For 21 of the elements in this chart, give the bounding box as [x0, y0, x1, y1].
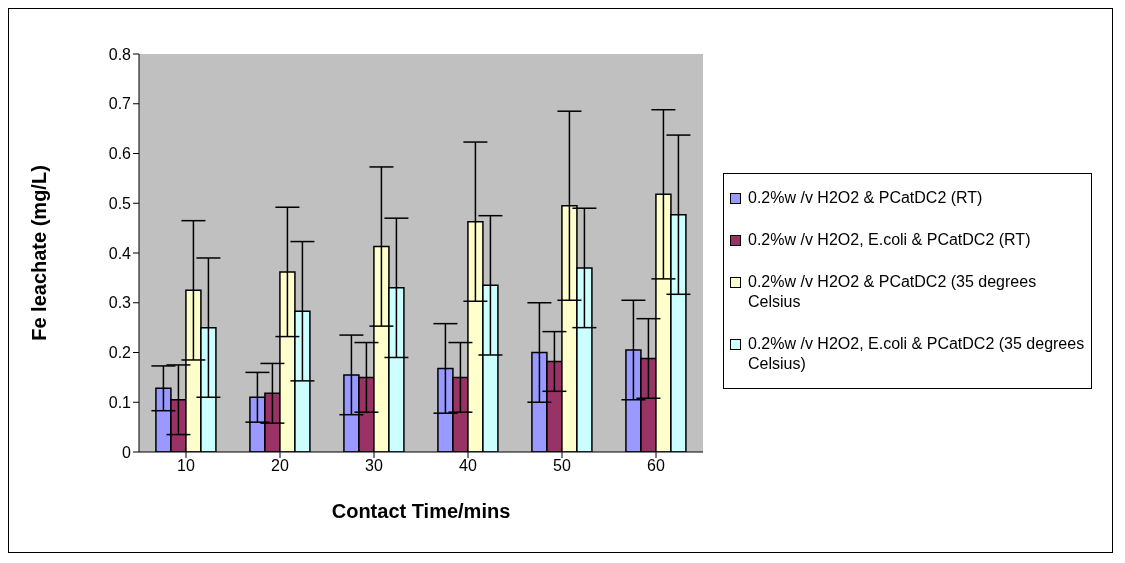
y-tick-label: 0.5: [108, 194, 132, 212]
y-tick-label: 0.7: [108, 95, 132, 113]
x-tick-label: 50: [553, 457, 571, 475]
x-tick-label: 20: [271, 457, 289, 475]
y-tick-label: 0.6: [108, 145, 132, 163]
y-axis-title: Fe leachate (mg/L): [28, 165, 51, 341]
x-axis-title: Contact Time/mins: [331, 500, 511, 523]
x-tick-label: 60: [647, 457, 665, 475]
y-tick-label: 0.1: [108, 393, 132, 411]
y-tick-label: 0.4: [108, 244, 132, 262]
x-tick-label: 10: [177, 457, 195, 475]
x-tick-label: 40: [459, 457, 477, 475]
legend-label: 0.2%w /v H2O2, E.coli & PCatDC2 (RT): [748, 229, 1031, 250]
legend-label: 0.2%w /v H2O2, E.coli & PCatDC2 (35 degrees Celsius): [748, 333, 1085, 374]
y-tick-label: 0.3: [108, 294, 132, 312]
y-tick-label: 0: [122, 443, 132, 461]
y-tick-label: 0.2: [108, 344, 132, 362]
y-tick-label: 0.8: [108, 45, 132, 63]
legend-label: 0.2%w /v H2O2 & PCatDC2 (35 degrees Celsius: [748, 271, 1038, 312]
x-tick-label: 30: [365, 457, 383, 475]
legend-label: 0.2%w /v H2O2 & PCatDC2 (RT): [748, 187, 983, 208]
